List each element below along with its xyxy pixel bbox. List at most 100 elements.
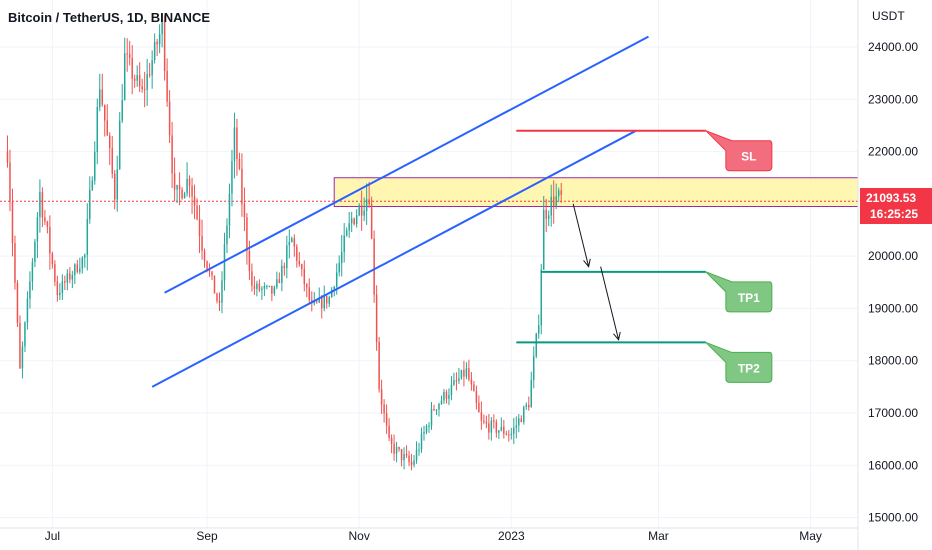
x-tick-label: Jul	[45, 529, 60, 543]
candle-body	[345, 230, 348, 236]
candle-body	[448, 394, 450, 399]
candle-body	[156, 41, 158, 45]
tp2-callout-label: TP2	[738, 361, 760, 375]
candle-body	[365, 199, 368, 211]
candle-body	[303, 268, 306, 285]
resistance-zone	[333, 177, 859, 207]
sl-callout	[705, 130, 773, 172]
candle-body	[46, 221, 49, 228]
candle-body	[146, 74, 148, 90]
candle-body	[478, 402, 480, 413]
candle-body	[453, 380, 455, 385]
candle-body	[138, 75, 141, 87]
candle-body	[293, 238, 296, 247]
candle-body	[66, 273, 69, 283]
candle-body	[201, 235, 203, 251]
candle-body	[236, 127, 238, 159]
candle-body	[485, 421, 488, 424]
candle-body	[54, 264, 56, 282]
x-tick-label: Nov	[348, 529, 369, 543]
candle-body	[108, 135, 111, 149]
candle-body	[552, 196, 555, 207]
candle-body	[141, 86, 143, 90]
candle-body	[350, 218, 353, 224]
candle-body	[128, 54, 131, 58]
grid-layer	[0, 0, 858, 528]
candle-body	[243, 204, 246, 218]
candle-body	[335, 272, 338, 287]
candle-body	[375, 294, 378, 342]
x-axis: Jul Sep Nov 2023 Mar May	[0, 527, 858, 543]
candle-body	[231, 161, 233, 194]
candle-body	[261, 288, 263, 291]
candle-body	[408, 455, 410, 463]
candle-body	[355, 215, 358, 225]
candle-body	[450, 384, 453, 395]
candle-body	[500, 426, 503, 431]
candle-body	[545, 209, 547, 219]
candle-body	[415, 449, 418, 461]
candle-body	[168, 101, 171, 136]
candle-body	[31, 261, 34, 282]
candle-body	[136, 75, 138, 81]
candle-body	[64, 281, 66, 283]
candle-body	[196, 205, 198, 220]
candle-body	[161, 20, 163, 35]
candle-body	[555, 196, 557, 207]
candle-body	[148, 74, 151, 76]
candle-body	[258, 283, 261, 291]
candle-body	[340, 251, 343, 263]
candle-body	[418, 449, 420, 451]
candle-body	[251, 271, 253, 286]
candle-body	[26, 298, 29, 323]
candle-body	[410, 462, 413, 465]
candle-body	[29, 281, 31, 299]
candle-body	[445, 391, 448, 399]
y-tick-label: 17000.00	[868, 406, 918, 420]
candle-body	[51, 253, 54, 265]
candle-body	[363, 210, 365, 216]
candle-body	[71, 275, 74, 280]
candle-body	[547, 215, 550, 219]
candle-body	[430, 409, 433, 426]
candle-body	[488, 423, 490, 433]
candle-body	[455, 380, 458, 382]
candle-body	[216, 293, 218, 301]
candle-body	[288, 241, 291, 246]
candle-body	[183, 193, 186, 199]
candle-body	[198, 219, 201, 236]
candle-body	[171, 135, 173, 174]
candle-body	[101, 89, 104, 105]
x-tick-label: May	[799, 529, 822, 543]
candle-body	[296, 246, 298, 261]
candle-body	[76, 264, 79, 272]
candle-body	[291, 238, 293, 242]
candle-body	[241, 168, 243, 205]
y-tick-label: 16000.00	[868, 458, 918, 472]
projection-arrow-line	[600, 266, 620, 340]
candle-body	[380, 389, 383, 405]
candle-body	[493, 420, 495, 422]
candle-body	[206, 261, 208, 270]
candle-body	[276, 279, 278, 288]
candle-body	[528, 404, 530, 408]
candle-body	[9, 162, 11, 202]
tp1-callout	[705, 271, 773, 313]
candle-body	[123, 53, 126, 101]
candle-body	[378, 341, 380, 390]
candle-body	[188, 178, 191, 186]
candle-body	[403, 454, 405, 461]
candle-body	[131, 57, 133, 79]
candle-body	[286, 245, 288, 268]
candle-body	[301, 264, 303, 269]
candle-body	[213, 275, 216, 294]
candle-body	[118, 120, 121, 170]
candle-body	[191, 185, 193, 197]
candle-body	[535, 333, 537, 357]
candle-body	[360, 205, 363, 216]
candle-body	[133, 78, 136, 81]
candle-body	[520, 418, 523, 423]
candle-body	[111, 148, 113, 174]
last-price-badge	[860, 187, 932, 224]
